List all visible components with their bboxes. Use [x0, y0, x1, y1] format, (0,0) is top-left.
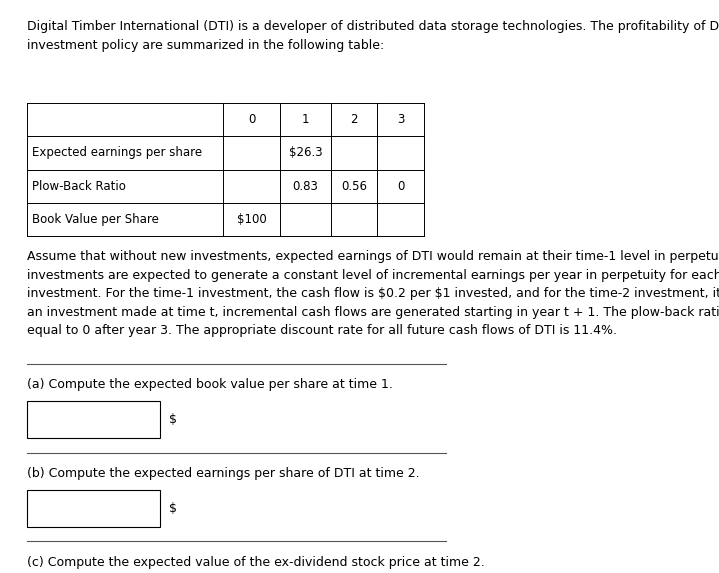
Text: Book Value per Share: Book Value per Share [32, 213, 158, 226]
Text: $100: $100 [237, 213, 267, 226]
Text: (c) Compute the expected value of the ex-dividend stock price at time 2.: (c) Compute the expected value of the ex… [27, 556, 485, 569]
Text: $: $ [169, 413, 177, 426]
Text: 1: 1 [302, 113, 309, 126]
Text: Assume that without new investments, expected earnings of DTI would remain at th: Assume that without new investments, exp… [27, 250, 719, 337]
Text: Plow-Back Ratio: Plow-Back Ratio [32, 180, 126, 193]
Text: 0: 0 [397, 180, 405, 193]
FancyBboxPatch shape [27, 490, 160, 527]
Text: (a) Compute the expected book value per share at time 1.: (a) Compute the expected book value per … [27, 378, 393, 391]
Text: 0: 0 [248, 113, 255, 126]
Text: 2: 2 [350, 113, 358, 126]
Text: 0.56: 0.56 [341, 180, 367, 193]
FancyBboxPatch shape [27, 401, 160, 438]
Text: 3: 3 [397, 113, 405, 126]
Text: Digital Timber International (DTI) is a developer of distributed data storage te: Digital Timber International (DTI) is a … [27, 20, 719, 52]
Text: Expected earnings per share: Expected earnings per share [32, 147, 202, 159]
Text: (b) Compute the expected earnings per share of DTI at time 2.: (b) Compute the expected earnings per sh… [27, 467, 420, 480]
Text: $: $ [169, 502, 177, 515]
Text: 0.83: 0.83 [293, 180, 319, 193]
Text: $26.3: $26.3 [289, 147, 322, 159]
